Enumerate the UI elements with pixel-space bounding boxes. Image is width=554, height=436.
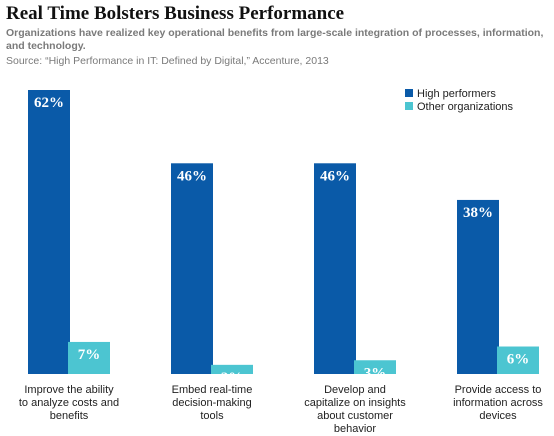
legend-label: Other organizations [417, 101, 513, 113]
legend-swatch [405, 102, 413, 110]
category-label-line: to analyze costs and [19, 397, 119, 409]
category-label: Develop and capitalize on insights about c… [304, 384, 406, 435]
category-label-line: devices [479, 410, 517, 422]
bar-value-label: 2% [221, 370, 244, 386]
bar-other-organizations [354, 360, 396, 374]
bar-high-performers [314, 163, 356, 374]
chart-subtitle: Organizations have realized key operatio… [6, 27, 544, 52]
bar-other-organizations [68, 341, 110, 374]
category-label-line: benefits [50, 410, 89, 422]
bar-value-label: 3% [364, 365, 387, 381]
bar-value-label: 38% [463, 205, 493, 221]
bar-value-label: 7% [78, 347, 101, 363]
legend-swatch [405, 89, 413, 97]
legend-label: High performers [417, 88, 496, 100]
category-label-line: capitalize on insights [304, 397, 406, 409]
category-label-line: tools [200, 410, 224, 422]
category-label-line: Embed real-time [172, 384, 253, 396]
chart-title: Real Time Bolsters Business Performance [6, 3, 345, 24]
category-label: Improve the ability to analyze costs and b… [19, 384, 119, 422]
bar-other-organizations [497, 346, 539, 374]
bar-value-label: 46% [320, 168, 350, 184]
category-label: Provide access to information across devic… [453, 384, 543, 422]
category-label-line: decision-making [172, 397, 251, 409]
chart-source: Source: “High Performance in IT: Defined… [6, 55, 329, 67]
category-label-line: Provide access to [455, 384, 542, 396]
category-label-line: about customer [317, 410, 393, 422]
category-label: Embed real-time decision-making tools [172, 384, 253, 422]
category-label-line: Improve the ability [24, 384, 114, 396]
bar-high-performers [28, 90, 70, 374]
bar-high-performers [171, 163, 213, 374]
bar-value-label: 6% [507, 352, 530, 368]
category-label-line: Develop and [324, 384, 386, 396]
category-label-line: information across [453, 397, 543, 409]
category-label-line: behavior [334, 423, 377, 435]
bar-high-performers [457, 199, 499, 374]
bar-value-label: 62% [34, 95, 64, 111]
bar-other-organizations [211, 364, 253, 374]
bar-value-label: 46% [177, 168, 207, 184]
